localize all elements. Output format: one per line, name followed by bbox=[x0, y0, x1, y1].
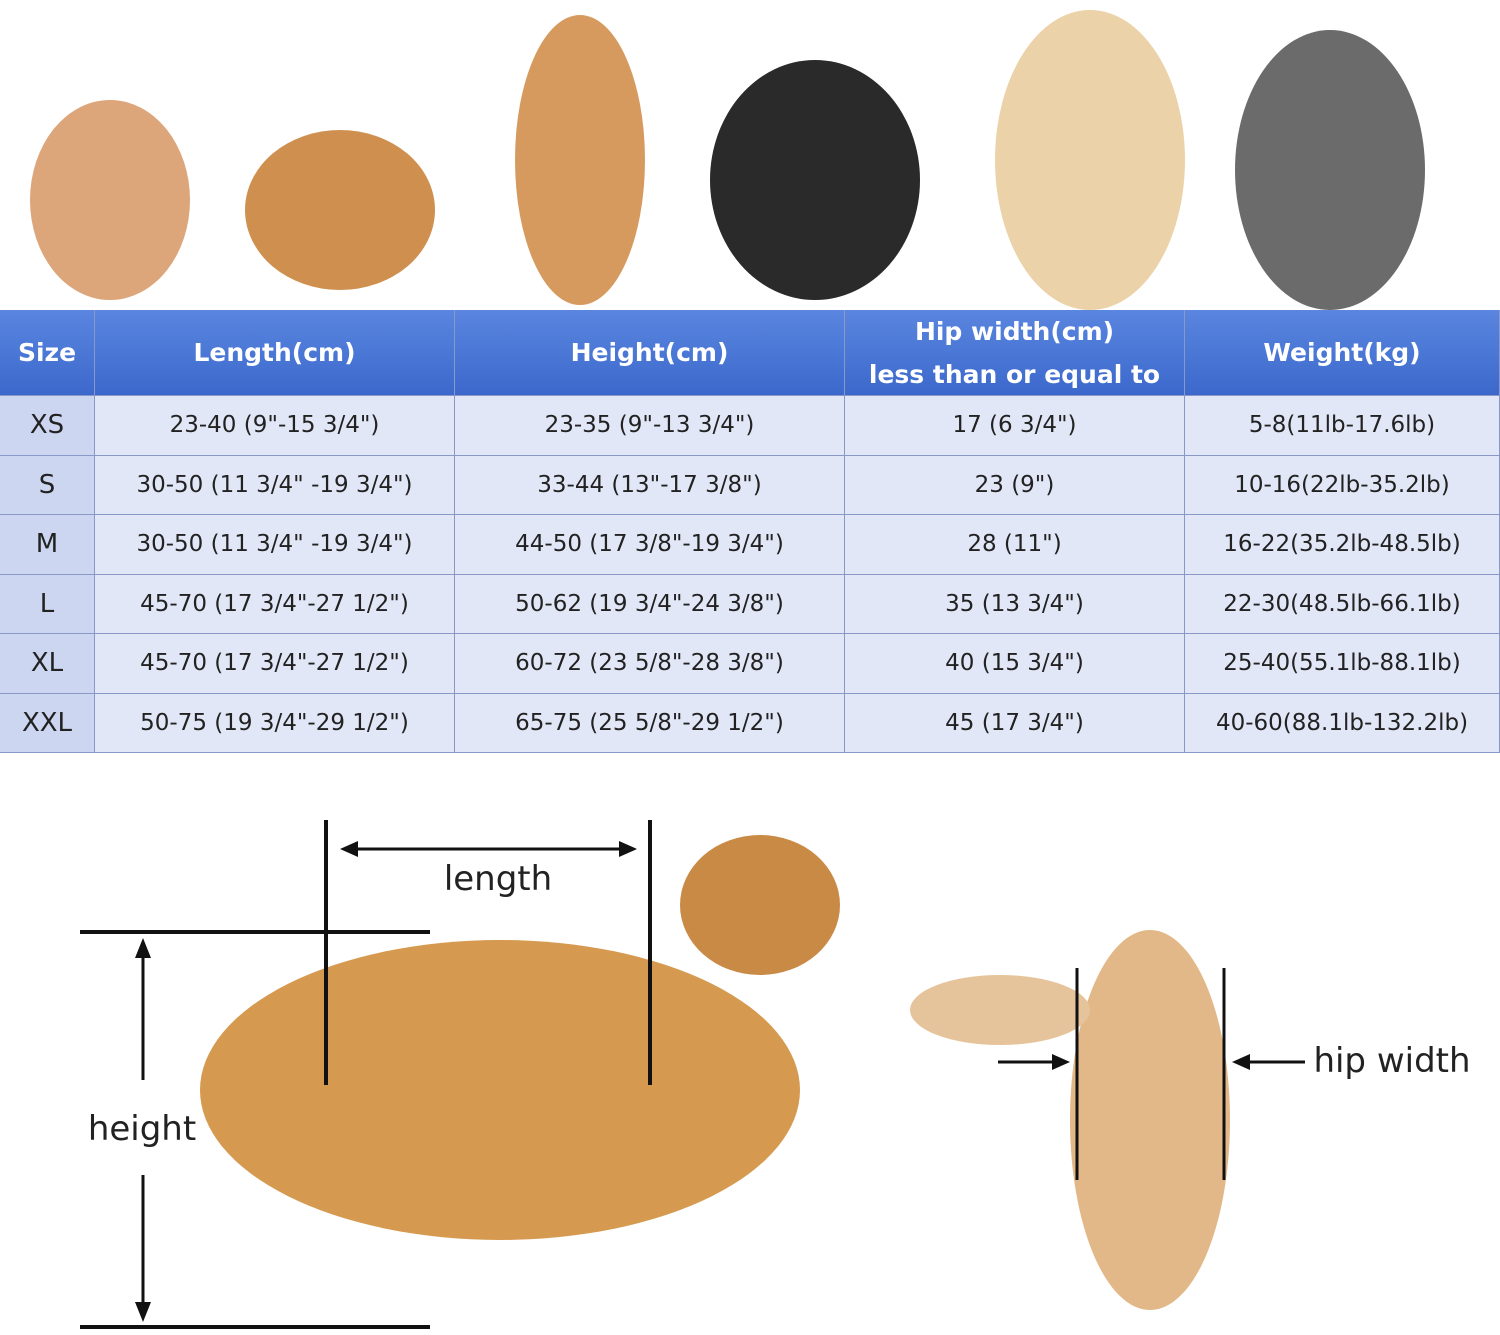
cell-text: 40 (15 3/4") bbox=[945, 650, 1084, 677]
cell-text: XL bbox=[30, 648, 64, 679]
cell-text: 60-72 (23 5/8"-28 3/8") bbox=[515, 650, 784, 677]
header-cell: Weight(kg) bbox=[1185, 310, 1500, 396]
header-text: Weight(kg) bbox=[1263, 338, 1421, 367]
table-cell: 25-40(55.1lb-88.1lb) bbox=[1185, 634, 1500, 694]
cell-text: 23 (9") bbox=[974, 471, 1055, 498]
cell-text: M bbox=[35, 529, 59, 560]
cell-text: 44-50 (17 3/8"-19 3/4") bbox=[515, 531, 784, 558]
hip-label: hip width bbox=[1313, 1041, 1470, 1081]
table-cell: 30-50 (11 3/4" -19 3/4") bbox=[95, 515, 455, 575]
cell-text: 23-40 (9"-15 3/4") bbox=[169, 412, 380, 439]
table-cell: 22-30(48.5lb-66.1lb) bbox=[1185, 574, 1500, 634]
header-cell: Length(cm) bbox=[95, 310, 455, 396]
header-text: Length(cm) bbox=[193, 338, 356, 367]
cell-text: XXL bbox=[21, 707, 73, 738]
table-cell: 28 (11") bbox=[845, 515, 1185, 575]
cell-text: 45-70 (17 3/4"-27 1/2") bbox=[140, 590, 409, 617]
table-cell: 45-70 (17 3/4"-27 1/2") bbox=[95, 634, 455, 694]
table-cell: 45 (17 3/4") bbox=[845, 693, 1185, 753]
table-cell: 17 (6 3/4") bbox=[845, 396, 1185, 456]
table-cell: 60-72 (23 5/8"-28 3/8") bbox=[455, 634, 845, 694]
header-text: Hip width(cm) bbox=[914, 316, 1115, 346]
cell-text: 5-8(11lb-17.6lb) bbox=[1248, 412, 1436, 439]
cell-text: 28 (11") bbox=[967, 531, 1062, 558]
table-cell: 35 (13 3/4") bbox=[845, 574, 1185, 634]
cell-text: 30-50 (11 3/4" -19 3/4") bbox=[136, 471, 413, 498]
cell-text: 16-22(35.2lb-48.5lb) bbox=[1223, 531, 1461, 558]
table-cell: 40 (15 3/4") bbox=[845, 634, 1185, 694]
header-note: less than or equal to bbox=[868, 359, 1161, 389]
cell-text: 25-40(55.1lb-88.1lb) bbox=[1223, 650, 1461, 677]
size-cell: M bbox=[0, 515, 95, 575]
table-cell: 23 (9") bbox=[845, 455, 1185, 515]
size-cell: S bbox=[0, 455, 95, 515]
table-cell: 50-75 (19 3/4"-29 1/2") bbox=[95, 693, 455, 753]
cell-text: 50-62 (19 3/4"-24 3/8") bbox=[515, 590, 784, 617]
size-cell: XXL bbox=[0, 693, 95, 753]
table-cell: 16-22(35.2lb-48.5lb) bbox=[1185, 515, 1500, 575]
table-cell: 50-62 (19 3/4"-24 3/8") bbox=[455, 574, 845, 634]
length-label: length bbox=[444, 859, 552, 899]
height-label: height bbox=[88, 1109, 196, 1149]
header-text: Size bbox=[17, 338, 77, 367]
size-cell: XS bbox=[0, 396, 95, 456]
table-cell: 23-35 (9"-13 3/4") bbox=[455, 396, 845, 456]
cell-text: 45-70 (17 3/4"-27 1/2") bbox=[140, 650, 409, 677]
size-cell: XL bbox=[0, 634, 95, 694]
cell-text: 17 (6 3/4") bbox=[952, 412, 1077, 439]
measure-lines bbox=[80, 820, 1305, 1329]
cell-text: XS bbox=[29, 410, 65, 441]
table-cell: 33-44 (13"-17 3/8") bbox=[455, 455, 845, 515]
cell-text: 65-75 (25 5/8"-29 1/2") bbox=[515, 709, 784, 736]
cell-text: 22-30(48.5lb-66.1lb) bbox=[1223, 590, 1461, 617]
cell-text: L bbox=[39, 588, 55, 619]
table-cell: 65-75 (25 5/8"-29 1/2") bbox=[455, 693, 845, 753]
cell-text: 35 (13 3/4") bbox=[945, 590, 1084, 617]
cell-text: 23-35 (9"-13 3/4") bbox=[544, 412, 755, 439]
cell-text: 45 (17 3/4") bbox=[945, 709, 1084, 736]
header-cell: Height(cm) bbox=[455, 310, 845, 396]
cell-text: 33-44 (13"-17 3/8") bbox=[537, 471, 762, 498]
table-cell: 44-50 (17 3/8"-19 3/4") bbox=[455, 515, 845, 575]
table-cell: 5-8(11lb-17.6lb) bbox=[1185, 396, 1500, 456]
table-cell: 23-40 (9"-15 3/4") bbox=[95, 396, 455, 456]
header-cell: Hip width(cm) less than or equal to bbox=[845, 310, 1185, 396]
table-cell: 45-70 (17 3/4"-27 1/2") bbox=[95, 574, 455, 634]
dog-photos bbox=[30, 10, 1425, 1310]
table-cell: 30-50 (11 3/4" -19 3/4") bbox=[95, 455, 455, 515]
header-cell: Size bbox=[0, 310, 95, 396]
cell-text: 10-16(22lb-35.2lb) bbox=[1234, 471, 1450, 498]
header-text: Height(cm) bbox=[570, 338, 729, 367]
table-cell: 40-60(88.1lb-132.2lb) bbox=[1185, 693, 1500, 753]
table-cell: 10-16(22lb-35.2lb) bbox=[1185, 455, 1500, 515]
size-cell: L bbox=[0, 574, 95, 634]
cell-text: S bbox=[38, 469, 56, 500]
cell-text: 50-75 (19 3/4"-29 1/2") bbox=[140, 709, 409, 736]
cell-text: 30-50 (11 3/4" -19 3/4") bbox=[136, 531, 413, 558]
cell-text: 40-60(88.1lb-132.2lb) bbox=[1215, 709, 1469, 736]
